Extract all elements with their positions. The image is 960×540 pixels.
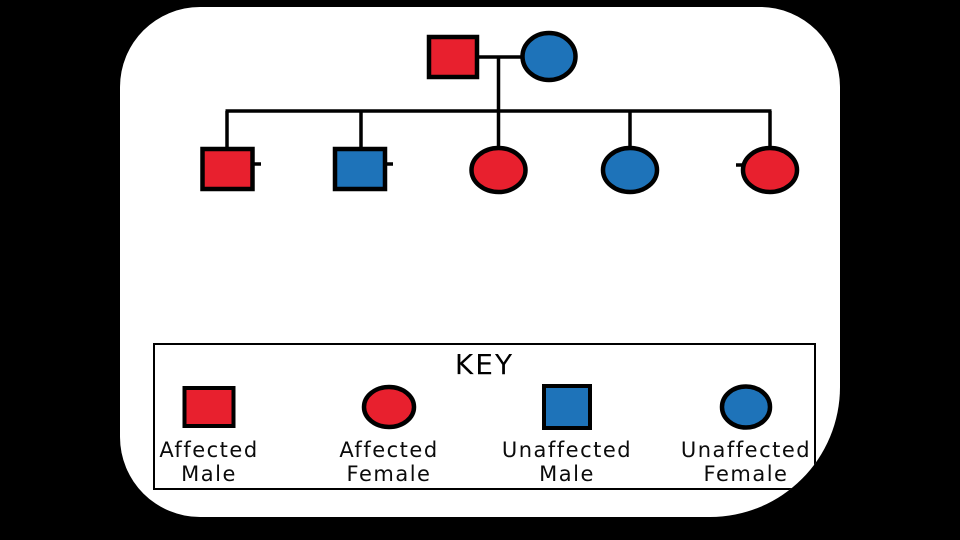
affected-female-icon bbox=[361, 384, 417, 430]
key-label: Affected Female bbox=[304, 438, 474, 486]
child-2-unaffected-male-shape bbox=[332, 146, 388, 192]
affected-male-square bbox=[182, 386, 236, 428]
key-label-line2: Male bbox=[539, 462, 595, 486]
key-label: Unaffected Male bbox=[482, 438, 652, 486]
child-4-unaffected-female-shape bbox=[600, 145, 660, 195]
key-label-line2: Female bbox=[346, 462, 432, 486]
father-affected-male-shape bbox=[426, 34, 480, 80]
unaffected-male-square bbox=[542, 384, 592, 430]
affected-male-icon bbox=[182, 386, 236, 428]
key-label-line1: Unaffected bbox=[501, 438, 633, 462]
key-label: Unaffected Female bbox=[661, 438, 831, 486]
key-item-unaffected-male: Unaffected Male bbox=[482, 383, 652, 486]
mother-unaffected-female-shape bbox=[520, 30, 578, 83]
affected-female-circle bbox=[361, 384, 417, 430]
key-item-affected-female: Affected Female bbox=[304, 383, 474, 486]
key-title: KEY bbox=[454, 348, 515, 381]
child-3-affected-female-shape bbox=[469, 145, 528, 195]
key-item-unaffected-female: Unaffected Female bbox=[661, 383, 831, 486]
key-label-line2: Female bbox=[703, 462, 789, 486]
key-label-line1: Unaffected bbox=[680, 438, 812, 462]
key-label-line1: Affected bbox=[339, 438, 439, 462]
child-1-affected-male-shape bbox=[200, 146, 255, 192]
pedigree-card: KEY Affected Male Affected Female bbox=[120, 7, 840, 517]
unaffected-female-circle bbox=[719, 384, 773, 430]
unaffected-female-icon bbox=[719, 384, 773, 430]
child-5-affected-female-shape bbox=[740, 145, 800, 195]
key-box: KEY Affected Male Affected Female bbox=[153, 343, 816, 490]
key-label: Affected Male bbox=[124, 438, 294, 486]
pedigree-chart bbox=[200, 30, 800, 195]
key-label-line1: Affected bbox=[159, 438, 259, 462]
key-item-affected-male: Affected Male bbox=[124, 383, 294, 486]
key-label-line2: Male bbox=[181, 462, 237, 486]
unaffected-male-icon bbox=[542, 384, 592, 430]
